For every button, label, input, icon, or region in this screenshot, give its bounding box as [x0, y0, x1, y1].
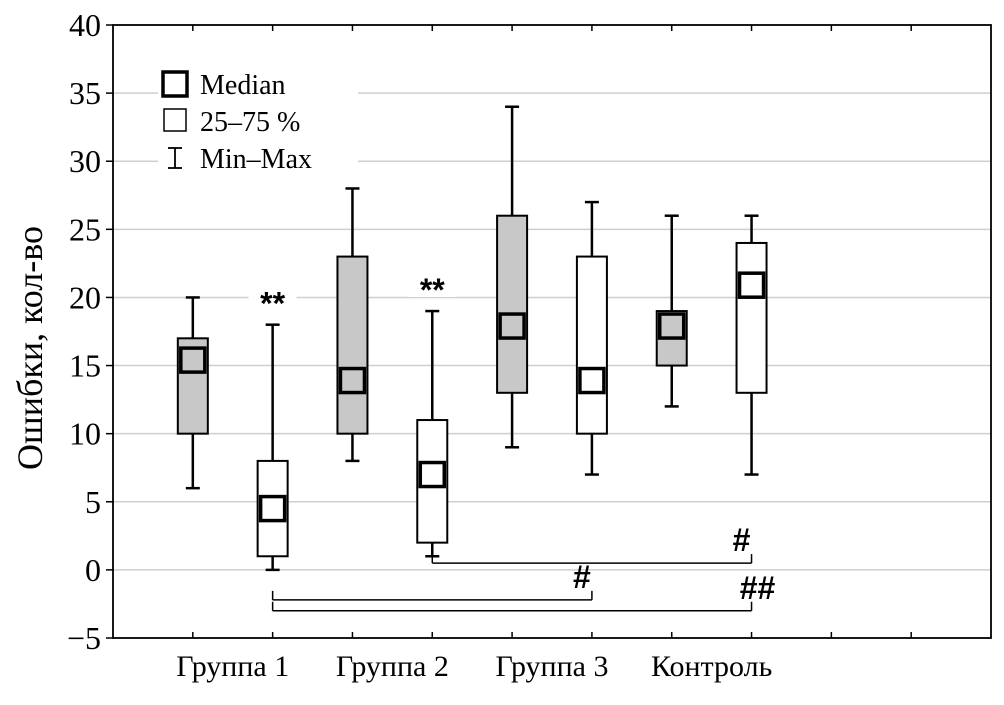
plot-frame [112, 24, 992, 639]
legend-box-swatch [163, 108, 187, 132]
category-label: Группа 1 [176, 650, 289, 683]
median-marker [179, 346, 207, 374]
y-tick-label: 30 [69, 143, 101, 179]
legend-median-swatch [161, 70, 189, 98]
category-label: Группа 2 [336, 650, 449, 683]
legend-background [158, 64, 358, 184]
y-tick-label: −5 [67, 620, 101, 656]
bracket-label: # [733, 522, 751, 558]
bracket-label: ## [740, 570, 776, 606]
median-marker [338, 366, 367, 395]
significance-stars: ** [260, 286, 285, 322]
annotation-background [248, 280, 297, 311]
median-marker [737, 271, 766, 299]
iqr-box [496, 214, 529, 394]
y-tick-label: 15 [69, 348, 101, 384]
category-label: Контроль [651, 650, 772, 683]
iqr-box [336, 255, 369, 435]
y-tick-label: 40 [69, 7, 101, 43]
median-marker [578, 366, 606, 395]
legend-box-label: 25–75 % [200, 107, 300, 138]
y-tick-label: 35 [69, 75, 101, 111]
category-labels: Группа 1 Группа 2 Группа 3 Контроль [176, 650, 772, 683]
y-tick-label: 10 [69, 416, 101, 452]
median-marker [657, 312, 686, 340]
legend-median-label: Median [200, 70, 286, 101]
annotation-background [408, 267, 457, 298]
median-marker [498, 312, 526, 340]
y-tick-label: 0 [85, 552, 101, 588]
median-marker [258, 494, 287, 523]
significance-brackets: ## ## [271, 522, 776, 612]
legend-whisker-label: Min–Max [200, 144, 312, 175]
y-axis-title: Ошибки, кол-во [10, 226, 50, 470]
y-tick-label: 5 [85, 484, 101, 520]
category-label: Группа 3 [496, 650, 609, 683]
iqr-box [575, 255, 608, 435]
bracket-label: # [573, 559, 591, 595]
median-marker [418, 460, 447, 489]
y-tick-label: 20 [69, 279, 101, 315]
y-tick-label: 25 [69, 211, 101, 247]
iqr-box [735, 241, 768, 394]
significance-stars: ** [420, 272, 445, 308]
legend: Median 25–75 % Min–Max [158, 64, 358, 184]
axes: 40 35 30 25 20 15 10 5 0 −5 [67, 7, 992, 656]
box-series: ** ** [176, 105, 768, 572]
